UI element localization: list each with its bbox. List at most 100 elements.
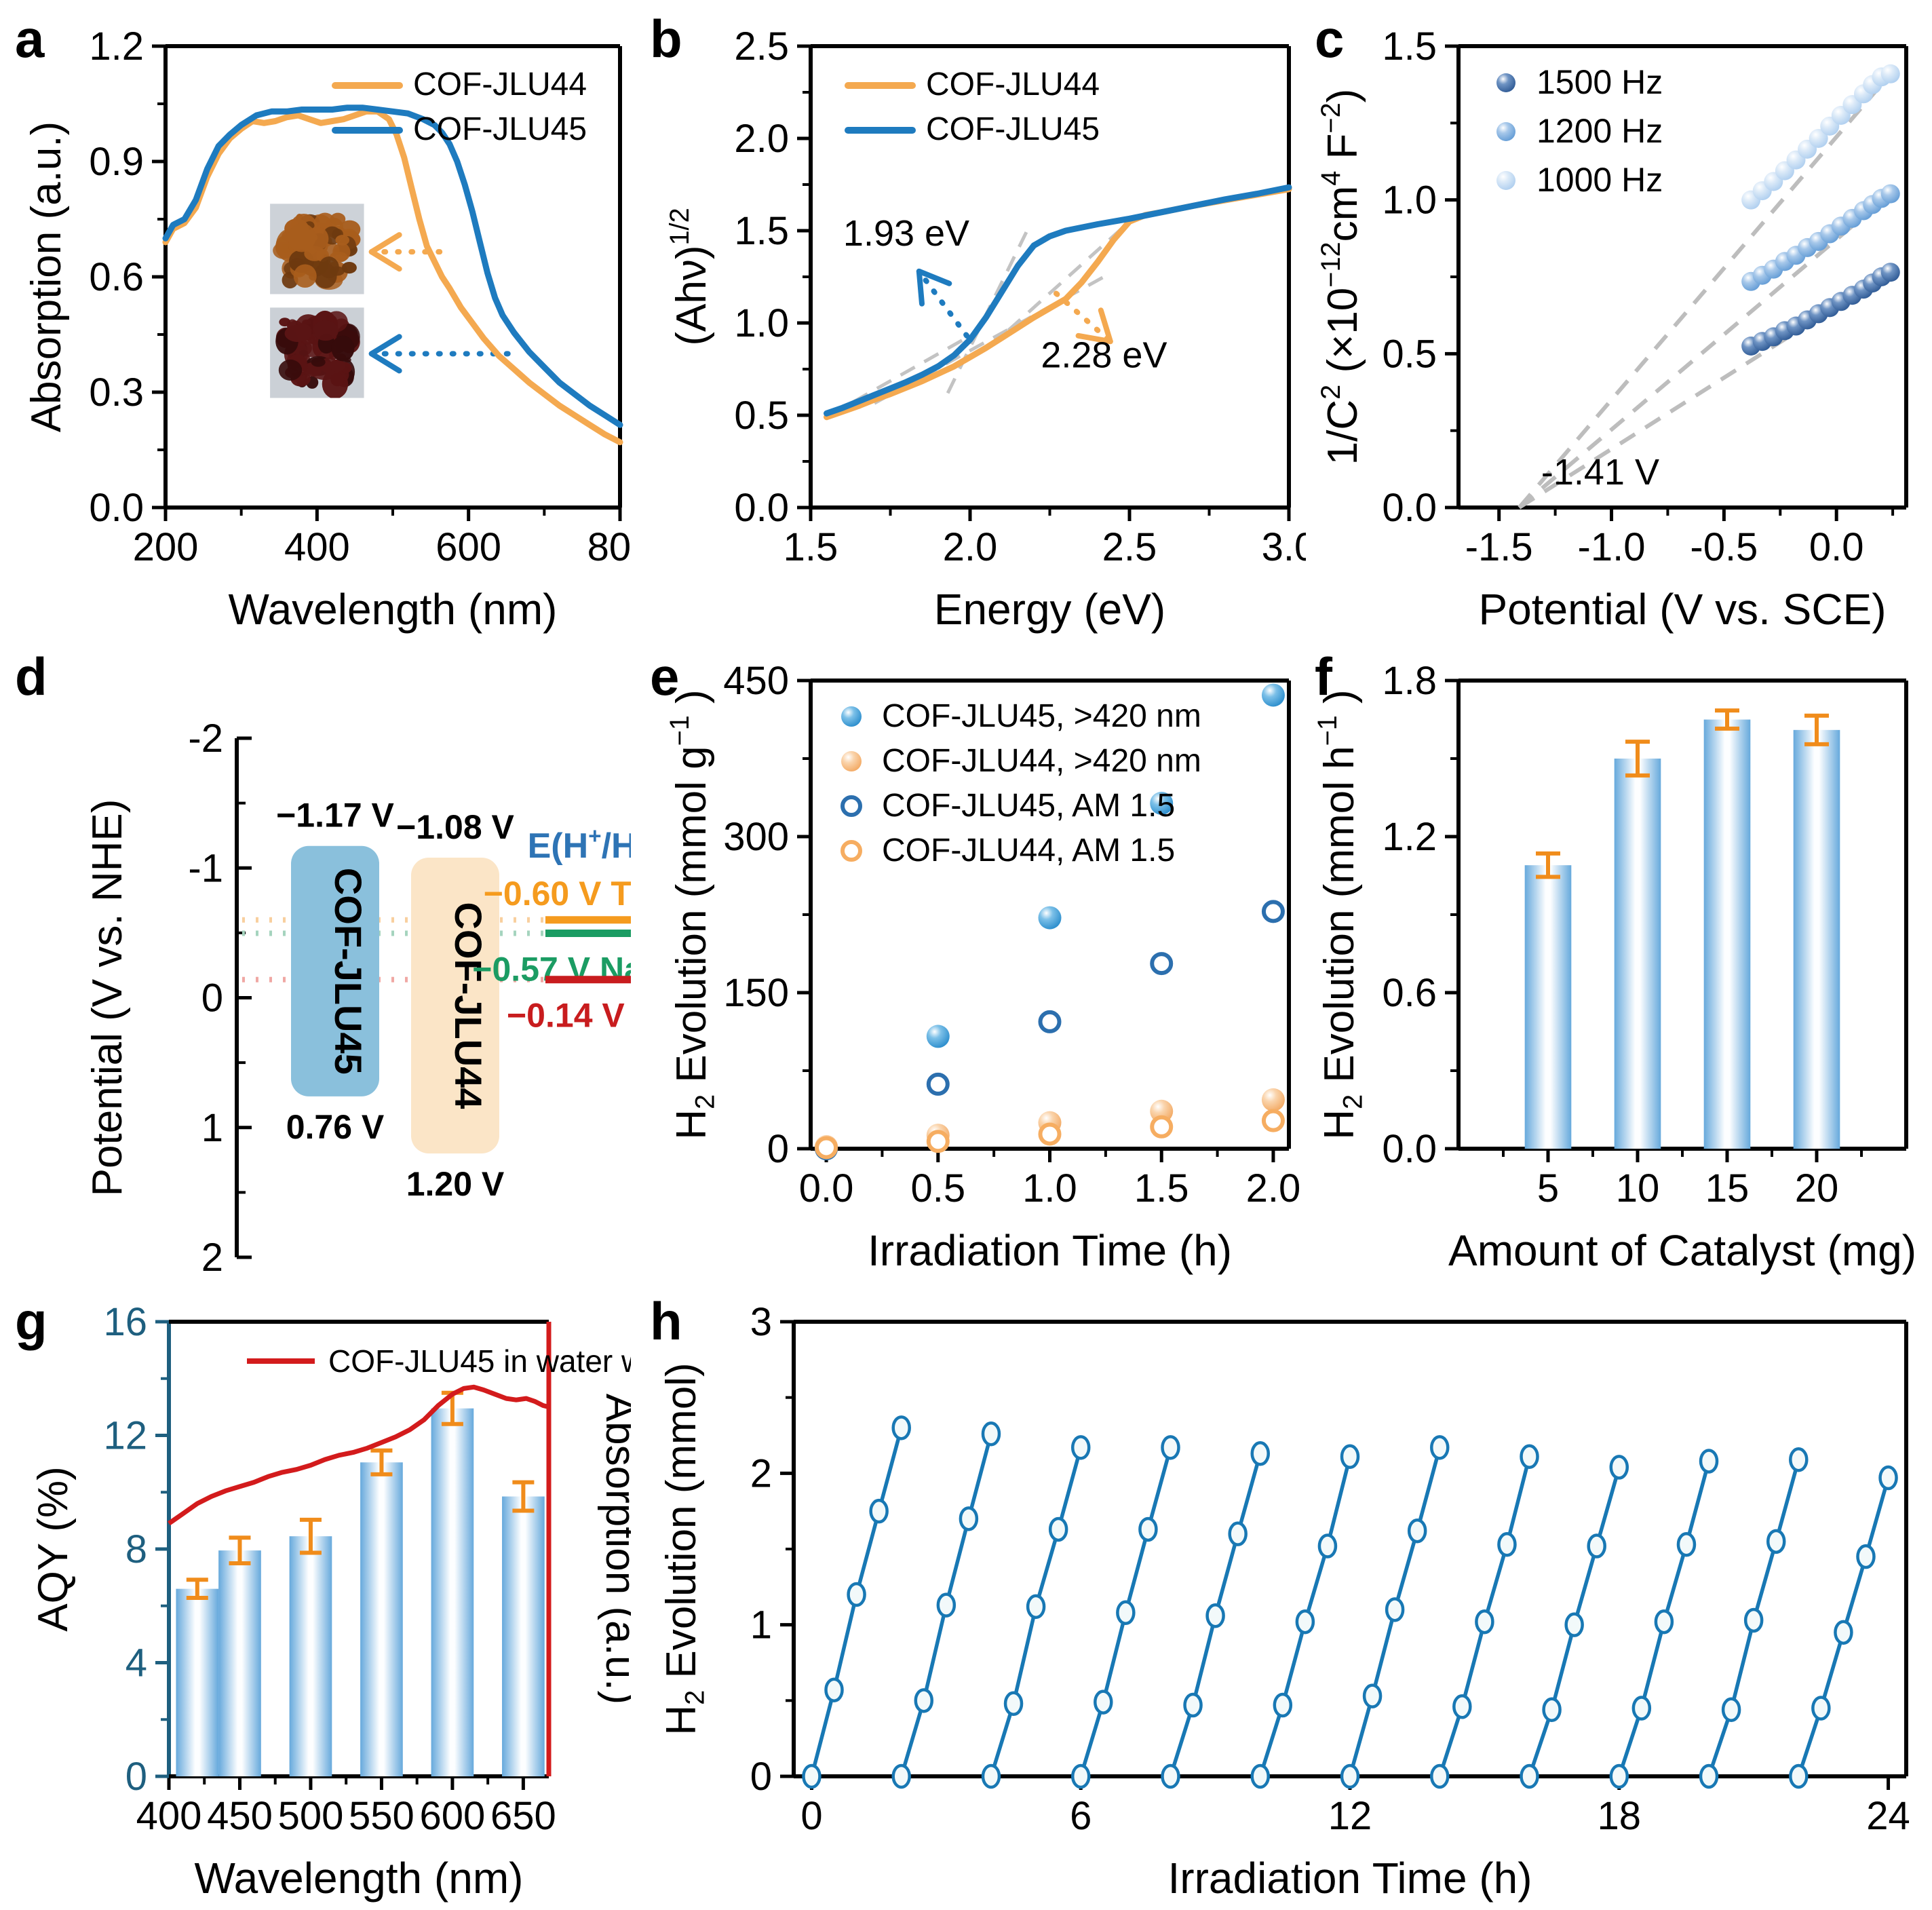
legend-label: 1500 Hz [1537,63,1663,101]
catalyst-amount-bar-chart: 5 10 15 20 0.0 0.6 1.2 1.8 Amount of Catalyst (m… [1313,659,1916,1275]
legend-marker [841,751,862,771]
error-bar [229,1535,251,1565]
right-axis-title: Absorption (a.u.) [597,1394,631,1704]
x-tick-label: 12 [1328,1794,1372,1838]
panel-b: b 1.5 2.0 2.5 3.0 0.0 0.5 1.0 1.5 2.0 2.5 Energy (… [644,5,1306,643]
series-COF-JLU45 [824,184,1292,417]
y-tick-label: 1.0 [1382,178,1437,223]
legend-label: COF-JLU44, >420 nm [882,743,1201,779]
x-axis-title: Amount of Catalyst (mg) [1448,1226,1916,1275]
legend-marker [841,795,862,817]
extrapolation-line [1518,192,1892,510]
panel-f: f 5 10 15 20 0.0 0.6 1.2 1.8 Amount of Catalyst … [1309,643,1925,1288]
y-tick-label: 1.2 [1382,815,1437,859]
x-axis-title: Energy (eV) [934,585,1165,634]
axes: 0.0 0.5 1.0 1.5 2.0 0 150 300 450 Irradiation Tim… [665,659,1300,1275]
y-tick-label: 0.6 [89,255,144,299]
annotation-arrow [368,334,511,374]
x-tick-label: 400 [284,525,350,569]
legend-label: COF-JLU45 in water with AA [328,1343,631,1379]
x-axis-title: Wavelength (nm) [195,1854,524,1903]
annotation: 2.28 eV [1041,335,1167,375]
x-tick-label: -1.0 [1578,525,1646,569]
x-tick-label: 2.5 [1102,525,1157,569]
y-tick-label: 150 [723,971,789,1015]
vb-potential-label: 0.76 V [286,1108,385,1146]
y-axis-title: Potential (V vs. NHE) [84,799,131,1197]
x-tick-label: 2.0 [1246,1166,1301,1210]
y-tick-label: 2.5 [734,24,789,69]
cycle-11 [1699,1447,1809,1789]
y-tick-label: 1.2 [89,24,144,69]
x-axis-title: Potential (V vs. SCE) [1478,585,1886,634]
series-COF-JLU44, AM 1.5 [815,1109,1285,1160]
x-tick-label: 5 [1537,1166,1559,1210]
COF-JLU44-powder-photo [270,204,364,294]
x-tick-label: 450 [207,1794,273,1838]
panel-label-e: e [650,647,680,706]
y-tick-label: 0 [750,1755,772,1799]
x-tick-label: 1.0 [1022,1166,1077,1210]
x-tick-label: 500 [278,1794,344,1838]
legend-label: 1000 Hz [1537,161,1663,199]
bar-name-label: COF-JLU45 [327,868,370,1075]
bar-420nm [176,1588,219,1776]
cycle-1 [802,1415,911,1789]
x-tick-label: 200 [133,525,199,569]
y-tick-label: -2 [188,717,223,761]
band-bar-COF-JLU44: −1.08 V 1.20 V COF-JLU44 [396,808,514,1203]
legend-marker [1496,73,1515,92]
intercept-annotation: -1.41 V [1541,452,1659,493]
error-bar [512,1480,535,1513]
y-axis-title: H2 Evolution (mmol) [658,1362,710,1735]
panel-d: d -2 -1 0 1 2 Potential (V vs. NHE) −1.17 V 0.7… [9,643,631,1288]
cycle-12 [1789,1465,1898,1789]
x-tick-label: 15 [1705,1166,1750,1210]
mott-schottky-chart: -1.5 -1.0 -0.5 0.0 0.0 0.5 1.0 1.5 Potential (V … [1316,24,1908,634]
x-axis-title: Irradiation Time (h) [868,1226,1232,1275]
error-bar [299,1517,322,1555]
series-COF-JLU45 [162,104,623,428]
x-tick-label: 0 [800,1794,822,1838]
absorption-spectra-chart: 200 400 600 800 0.0 0.3 0.6 0.9 1.2 Wavelength (n… [23,24,631,634]
axes: 200 400 600 800 0.0 0.3 0.6 0.9 1.2 Wavelength (n… [23,24,631,634]
y-tick-label: 0.5 [734,394,789,438]
cycle-9 [1520,1455,1629,1789]
y-tick-label: 0.9 [89,140,144,184]
x-tick-label: 24 [1866,1794,1910,1838]
level-label: −0.57 V Na2SO3 [472,950,631,992]
legend-label: COF-JLU45, >420 nm [882,698,1201,734]
x-tick-label: -0.5 [1690,525,1758,569]
legend-label: COF-JLU44 [413,66,587,102]
vb-potential-label: 1.20 V [406,1165,505,1203]
y-axis-title: (Ahν)1/2 [665,208,715,345]
band-bar-COF-JLU45: −1.17 V 0.76 V COF-JLU45 [276,797,394,1146]
bar-650nm [502,1496,545,1776]
axes: 1.5 2.0 2.5 3.0 0.0 0.5 1.0 1.5 2.0 2.5 Energy (eV… [665,24,1306,634]
COF-JLU45-powder-photo [270,307,364,398]
y-tick-label: 1.5 [1382,24,1437,69]
cycle-5 [1161,1441,1270,1789]
y-tick-label: 0.5 [1382,332,1437,376]
tauc-plot-chart: 1.5 2.0 2.5 3.0 0.0 0.5 1.0 1.5 2.0 2.5 Energy (eV… [665,24,1306,634]
level-label: −0.14 V AA [507,997,631,1035]
bar-550nm [360,1462,403,1776]
y-tick-label: 2.0 [734,117,789,161]
cb-potential-label: −1.17 V [276,797,394,835]
y-axis-title: H2 Evolution (mmol g−1 ) [665,689,720,1139]
cycle-2 [891,1421,1001,1789]
cycle-7 [1340,1435,1450,1789]
panel-label-b: b [650,9,682,69]
x-tick-label: 1.5 [784,525,838,569]
panel-c: c -1.5 -1.0 -0.5 0.0 0.0 0.5 1.0 1.5 Potential (… [1309,5,1925,643]
series-1500 Hz [1741,263,1900,356]
y-tick-label: 0 [125,1755,147,1799]
bar-20mg [1793,729,1840,1149]
x-tick-label: 10 [1616,1166,1660,1210]
panel-label-h: h [650,1291,682,1351]
x-tick-label: 0.5 [910,1166,965,1210]
x-tick-label: 20 [1795,1166,1839,1210]
y-tick-label: 0.0 [734,486,789,530]
y-axis-title: 1/C2 (×10−12cm4 F−2) [1316,89,1366,465]
